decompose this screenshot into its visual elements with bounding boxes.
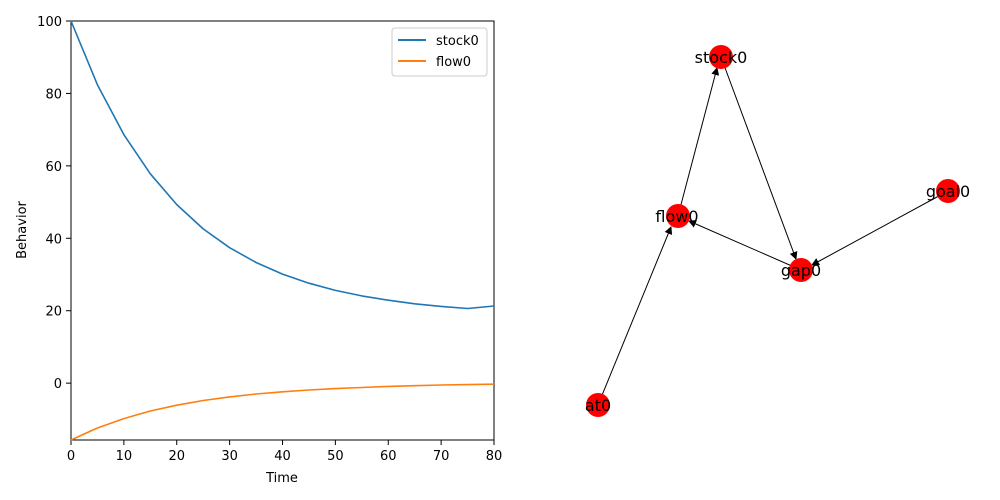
node-flow0: flow0 [655, 204, 699, 228]
y-axis-ticks: 0 20 40 60 80 100 [37, 15, 71, 392]
node-stock0: stock0 [695, 45, 748, 69]
node-gap0: gap0 [781, 258, 821, 282]
edge-goal0-gap0 [811, 190, 949, 266]
line-chart: 0 10 20 30 40 50 60 70 80 0 20 40 60 80 100 Time Beha… [15, 15, 502, 486]
x-tick-label-40: 40 [274, 449, 291, 464]
x-tick-label-80: 80 [486, 449, 503, 464]
node-goal0-circle [936, 179, 960, 203]
legend-label-flow0: flow0 [436, 55, 471, 70]
x-tick-label-50: 50 [327, 449, 344, 464]
x-tick-label-60: 60 [380, 449, 397, 464]
x-tick-label-20: 20 [168, 449, 185, 464]
series-line-stock0 [70, 20, 495, 310]
x-axis-label: Time [265, 471, 298, 486]
plot-area-frame [70, 20, 495, 441]
legend-label-stock0: stock0 [436, 34, 479, 49]
edge-gap0-flow0 [688, 220, 802, 271]
x-tick-label-0: 0 [67, 449, 75, 464]
node-gap0-circle [789, 258, 813, 282]
x-tick-label-70: 70 [433, 449, 450, 464]
x-tick-label-30: 30 [221, 449, 238, 464]
legend: stock0 flow0 [391, 27, 488, 77]
y-tick-label-0: 0 [54, 377, 62, 392]
series-lines [70, 20, 495, 441]
node-goal0: goal0 [926, 179, 970, 203]
y-tick-label-80: 80 [45, 87, 62, 102]
node-at0-circle [586, 393, 610, 417]
edge-at0-flow0 [597, 226, 673, 406]
x-tick-label-10: 10 [116, 449, 133, 464]
y-tick-label-20: 20 [45, 305, 62, 320]
edges [597, 56, 949, 406]
node-at0: at0 [585, 393, 611, 417]
series-line-flow0 [70, 383, 495, 441]
node-stock0-circle [709, 45, 733, 69]
node-gap0-label: gap0 [781, 261, 821, 280]
y-tick-label-100: 100 [37, 15, 62, 30]
node-flow0-circle [666, 204, 690, 228]
x-axis-ticks: 0 10 20 30 40 50 60 70 80 [67, 440, 502, 464]
node-stock0-label: stock0 [695, 48, 748, 67]
y-tick-label-60: 60 [45, 160, 62, 175]
node-at0-label: at0 [585, 396, 611, 415]
node-flow0-label: flow0 [655, 207, 698, 226]
node-goal0-label: goal0 [926, 182, 970, 201]
y-tick-label-40: 40 [45, 232, 62, 247]
network-diagram: stock0 flow0 goal0 gap0 at0 [585, 45, 970, 417]
edge-flow0-stock0 [677, 67, 720, 217]
edge-stock0-gap0 [720, 56, 798, 260]
y-axis-label: Behavior [15, 200, 30, 258]
